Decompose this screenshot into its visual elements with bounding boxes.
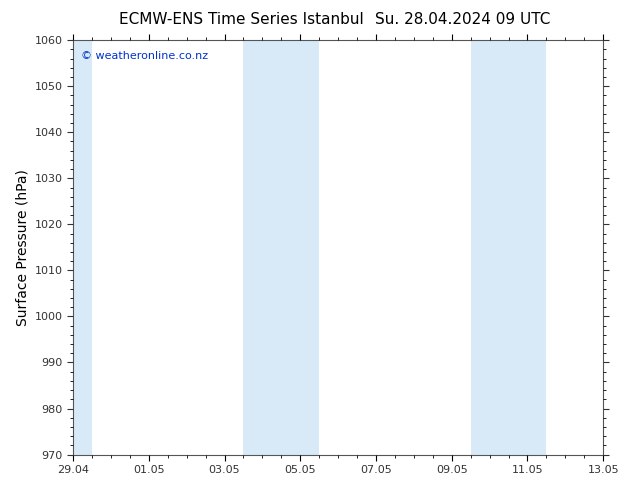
Text: Su. 28.04.2024 09 UTC: Su. 28.04.2024 09 UTC <box>375 12 550 27</box>
Y-axis label: Surface Pressure (hPa): Surface Pressure (hPa) <box>15 169 29 326</box>
Bar <box>243 40 319 455</box>
Text: © weatheronline.co.nz: © weatheronline.co.nz <box>81 50 208 61</box>
Text: ECMW-ENS Time Series Istanbul: ECMW-ENS Time Series Istanbul <box>119 12 363 27</box>
Bar <box>470 40 547 455</box>
Bar <box>73 40 92 455</box>
